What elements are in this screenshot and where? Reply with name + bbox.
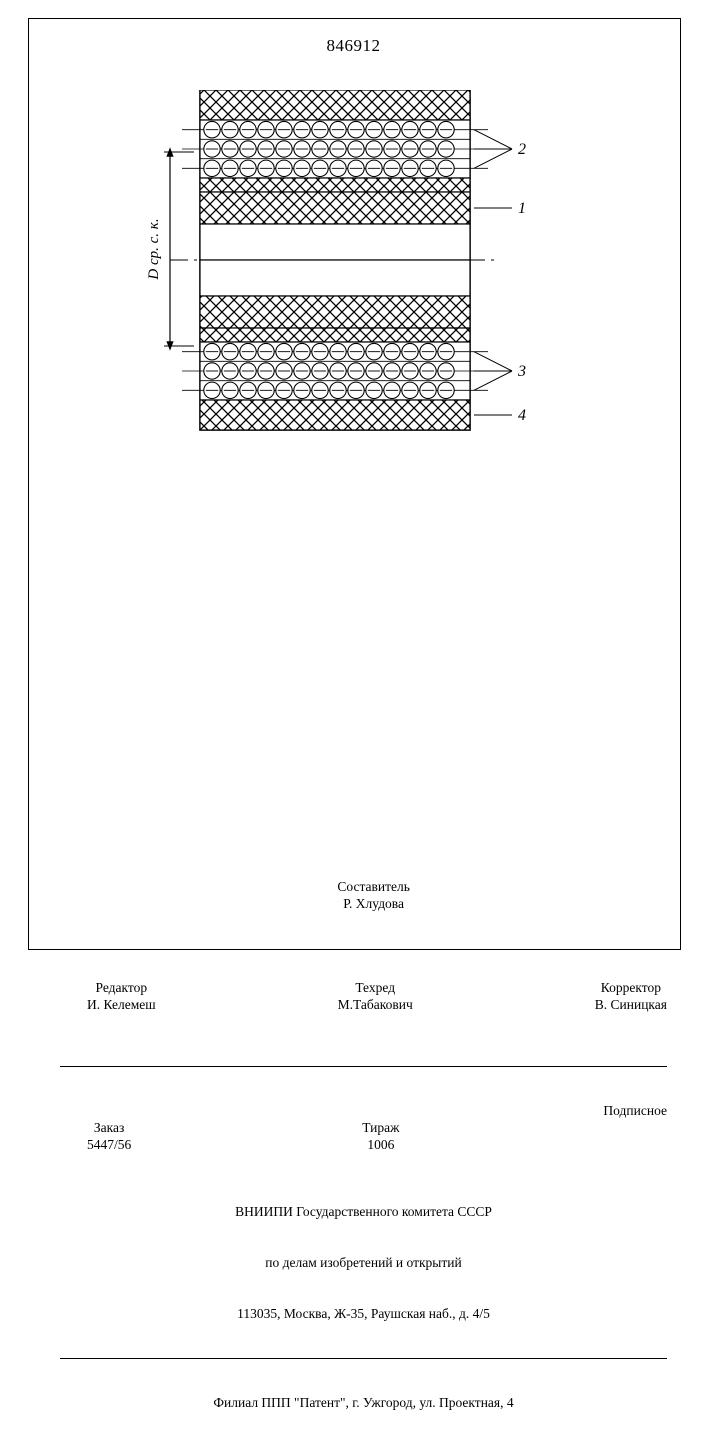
svg-text:2: 2	[518, 141, 526, 158]
podpisnoe: Подписное	[603, 1103, 667, 1171]
org-line-2: по делам изобретений и открытий	[60, 1255, 667, 1272]
publication-footer: Составитель Р. Хлудова Редактор И. Келем…	[60, 828, 667, 1446]
patent-number: 846912	[0, 36, 707, 56]
techred: Техред М.Табакович	[311, 963, 413, 1031]
corrector: Корректор В. Синицкая	[568, 963, 667, 1031]
svg-text:1: 1	[518, 200, 526, 217]
editor: Редактор И. Келемеш	[60, 963, 156, 1031]
compiler-line: Составитель Р. Хлудова	[60, 862, 667, 930]
order: Заказ 5447/56	[60, 1103, 131, 1171]
compiler-label: Составитель	[337, 879, 410, 894]
compiler-name: Р. Хлудова	[343, 896, 404, 911]
print-row: Заказ 5447/56 Тираж 1006 Подписное	[60, 1103, 667, 1171]
svg-text:3: 3	[517, 363, 526, 380]
svg-text:4: 4	[518, 407, 526, 424]
tirazh: Тираж 1006	[335, 1103, 399, 1171]
address-1: 113035, Москва, Ж-35, Раушская наб., д. …	[60, 1306, 667, 1323]
credits-row: Редактор И. Келемеш Техред М.Табакович К…	[60, 963, 667, 1031]
org-line-1: ВНИИПИ Государственного комитета СССР	[60, 1204, 667, 1221]
svg-text:D ср. с. к.: D ср. с. к.	[146, 218, 162, 280]
address-2: Филиал ППП "Патент", г. Ужгород, ул. Про…	[60, 1395, 667, 1412]
cross-section-diagram: 2 1 3 4 D ср. с. к.	[120, 90, 540, 460]
